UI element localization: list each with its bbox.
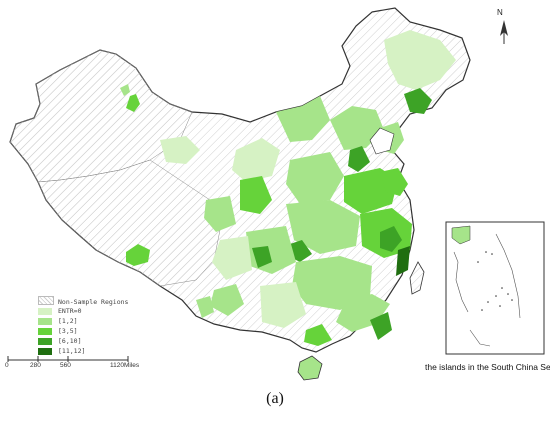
sample-regions: [120, 30, 456, 346]
legend-swatch: [38, 338, 52, 345]
scale-tick: 280: [30, 362, 41, 369]
taiwan-island: [409, 261, 425, 295]
legend-label: [3,5]: [58, 327, 78, 335]
legend-swatch: [38, 318, 52, 325]
scale-tick: 0: [5, 362, 9, 369]
legend-label: ENTR=0: [58, 307, 82, 315]
legend-label: [6,10]: [58, 337, 82, 345]
legend-title: Non-Sample Regions: [58, 298, 129, 306]
bohai-sea: [369, 127, 395, 155]
tibet-region: [37, 159, 221, 287]
hainan-island: [297, 355, 323, 381]
legend-swatch: [38, 348, 52, 355]
panel-label: (a): [266, 390, 284, 407]
south-china-sea-inset: [445, 221, 545, 355]
legend-label: [1,2]: [58, 317, 78, 325]
scale-tick: 560: [60, 362, 71, 369]
scale-bar: 0 280 560 1120Miles: [0, 352, 140, 382]
scale-tick: 1120Miles: [110, 362, 140, 369]
legend-swatch: [38, 328, 52, 335]
inset-label: the islands in the South China Sea: [425, 362, 550, 372]
legend-swatch-non-sample: [38, 296, 54, 305]
scale-bar-graphic: [7, 356, 129, 362]
legend-swatch: [38, 308, 52, 315]
north-arrow: [500, 20, 508, 44]
north-label: N: [497, 8, 503, 17]
legend-label: [11,12]: [58, 347, 86, 355]
